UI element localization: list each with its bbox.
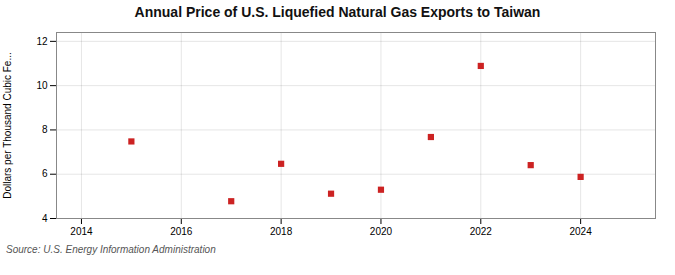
svg-text:12: 12 — [36, 36, 48, 47]
svg-text:10: 10 — [36, 80, 48, 91]
svg-text:Dollars per Thousand Cubic Fe.: Dollars per Thousand Cubic Fe... — [2, 52, 13, 199]
svg-text:2020: 2020 — [370, 226, 393, 237]
svg-text:2016: 2016 — [170, 226, 193, 237]
svg-text:2014: 2014 — [70, 226, 93, 237]
svg-text:4: 4 — [42, 213, 48, 224]
svg-text:8: 8 — [42, 124, 48, 135]
svg-text:2024: 2024 — [570, 226, 593, 237]
html-text:Annual Price of U.S. Liquefied: Annual Price of U.S. Liquefied Natural G… — [134, 4, 541, 20]
svg-text:2018: 2018 — [270, 226, 293, 237]
svg-text:2022: 2022 — [470, 226, 493, 237]
html-text:Source: U.S. Energy Informatio: Source: U.S. Energy Information Administ… — [6, 244, 216, 255]
svg-text:6: 6 — [42, 168, 48, 179]
